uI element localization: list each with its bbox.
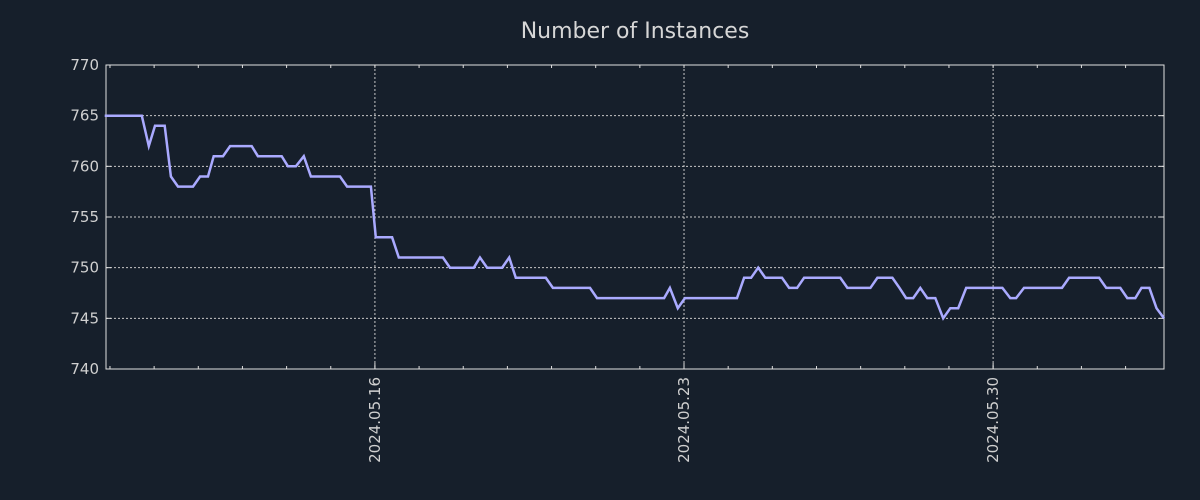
y-tick-label: 760 (70, 157, 99, 175)
axis-ticks (106, 64, 1164, 370)
y-tick-label: 745 (70, 309, 99, 327)
axis-labels: 740 745 750 755 760 765 770 2024.05.16 2024.05.2… (70, 56, 1002, 463)
x-tick-label: 2024.05.23 (675, 377, 693, 463)
chart-title: Number of Instances (521, 19, 750, 44)
y-tick-label: 750 (70, 259, 99, 277)
y-tick-label: 765 (70, 107, 99, 125)
y-tick-label: 770 (70, 56, 99, 74)
y-tick-label: 740 (70, 360, 99, 378)
y-tick-label: 755 (70, 208, 99, 226)
series-line-number-of-instances (104, 114, 1166, 321)
grid (106, 65, 1164, 369)
x-tick-label: 2024.05.30 (984, 377, 1002, 463)
x-tick-label: 2024.05.16 (366, 377, 384, 463)
